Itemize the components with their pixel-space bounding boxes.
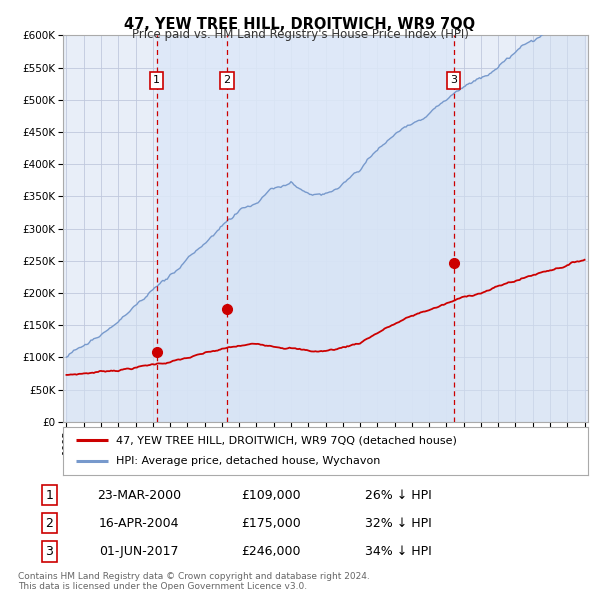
Text: 47, YEW TREE HILL, DROITWICH, WR9 7QQ (detached house): 47, YEW TREE HILL, DROITWICH, WR9 7QQ (d…: [115, 435, 457, 445]
Text: 47, YEW TREE HILL, DROITWICH, WR9 7QQ: 47, YEW TREE HILL, DROITWICH, WR9 7QQ: [124, 17, 476, 31]
Text: £246,000: £246,000: [241, 545, 301, 558]
Text: 2: 2: [223, 76, 230, 86]
Text: £175,000: £175,000: [241, 517, 301, 530]
Text: 23-MAR-2000: 23-MAR-2000: [97, 489, 181, 502]
Text: 1: 1: [153, 76, 160, 86]
Text: 01-JUN-2017: 01-JUN-2017: [99, 545, 178, 558]
Text: 34% ↓ HPI: 34% ↓ HPI: [365, 545, 431, 558]
Text: 3: 3: [450, 76, 457, 86]
Bar: [157, 35, 454, 422]
Text: 26% ↓ HPI: 26% ↓ HPI: [365, 489, 431, 502]
Text: HPI: Average price, detached house, Wychavon: HPI: Average price, detached house, Wych…: [115, 457, 380, 467]
Text: £109,000: £109,000: [241, 489, 301, 502]
Text: 16-APR-2004: 16-APR-2004: [98, 517, 179, 530]
Text: 3: 3: [46, 545, 53, 558]
Text: 32% ↓ HPI: 32% ↓ HPI: [365, 517, 431, 530]
Text: 1: 1: [46, 489, 53, 502]
Text: Price paid vs. HM Land Registry's House Price Index (HPI): Price paid vs. HM Land Registry's House …: [131, 28, 469, 41]
Text: Contains HM Land Registry data © Crown copyright and database right 2024.: Contains HM Land Registry data © Crown c…: [18, 572, 370, 581]
Text: 2: 2: [46, 517, 53, 530]
Text: This data is licensed under the Open Government Licence v3.0.: This data is licensed under the Open Gov…: [18, 582, 307, 590]
